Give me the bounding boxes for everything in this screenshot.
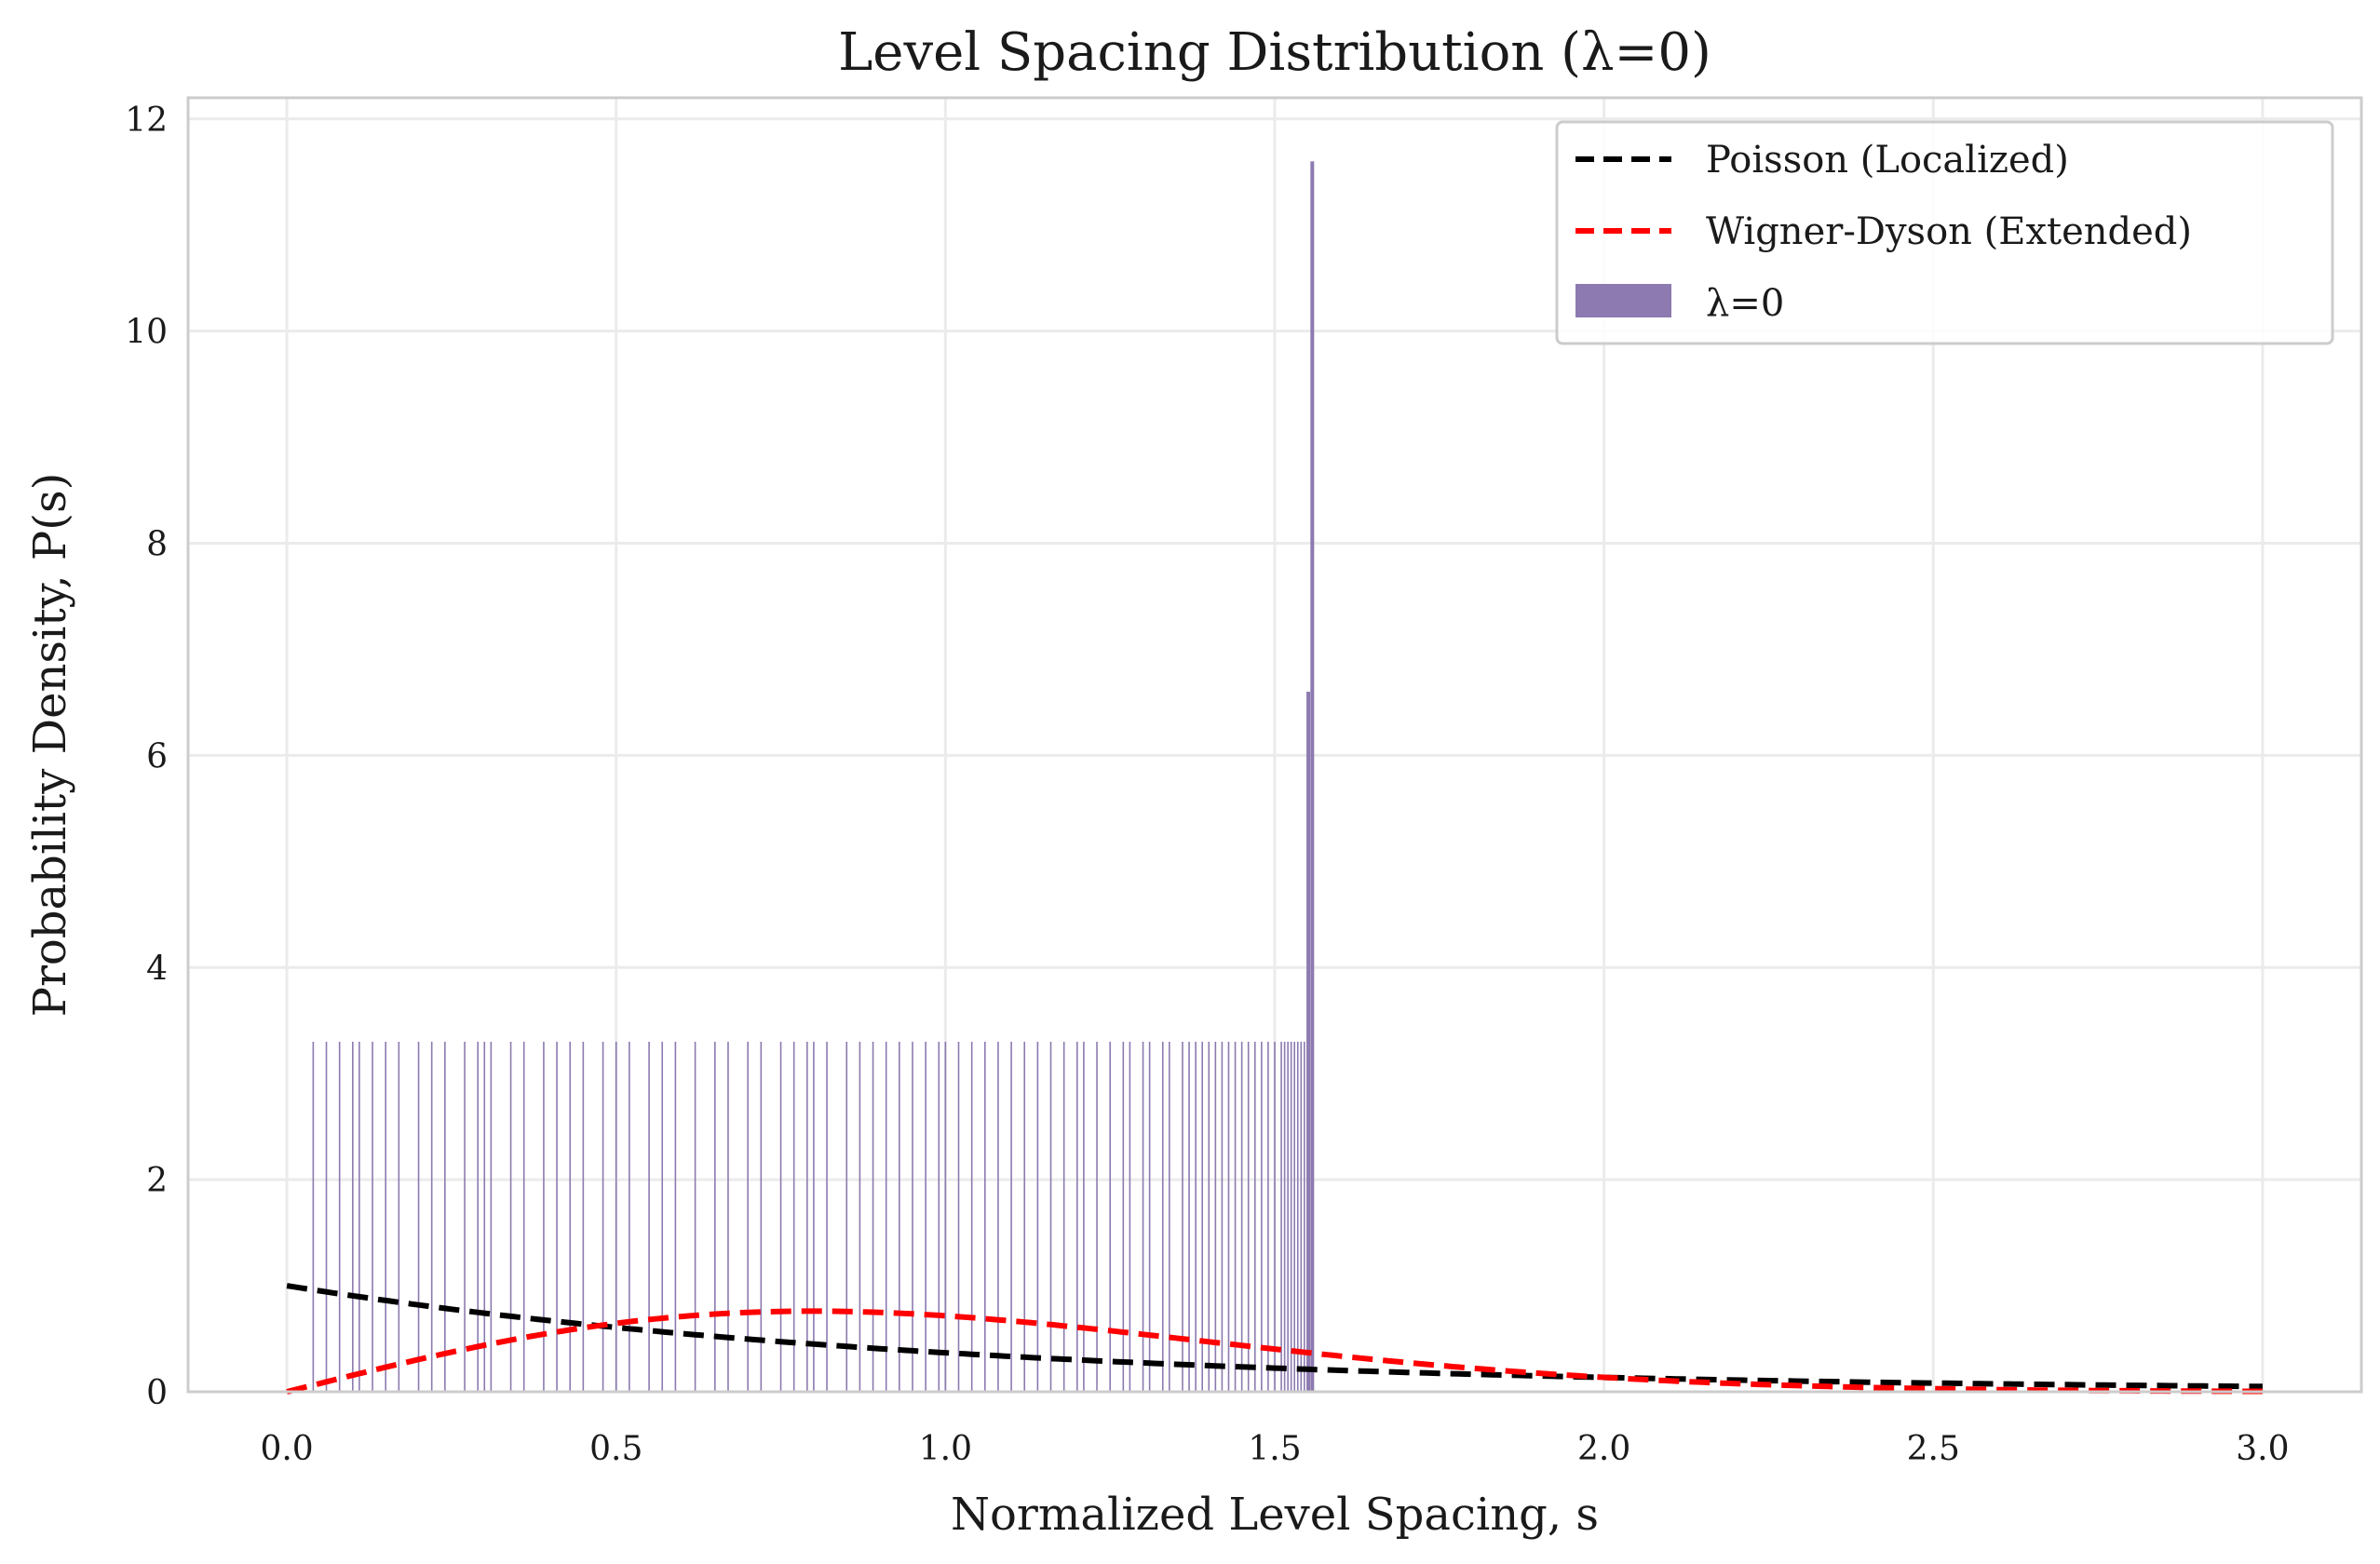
poisson-curve bbox=[286, 1283, 2263, 1390]
plot-frame bbox=[186, 96, 2363, 1394]
legend-label-wigner-dyson: Wigner-Dyson (Extended) bbox=[1706, 210, 2192, 253]
x-tick-label: 2.0 bbox=[1577, 1430, 1630, 1468]
reference-curves bbox=[286, 1283, 2263, 1395]
legend-label-poisson: Poisson (Localized) bbox=[1706, 139, 2069, 182]
legend-swatch-histogram bbox=[1575, 284, 1671, 317]
x-tick-label: 3.0 bbox=[2236, 1430, 2289, 1468]
legend-label-histogram: λ=0 bbox=[1706, 282, 1784, 325]
wigner-dyson-curve bbox=[286, 1308, 2263, 1395]
y-tick-label: 10 bbox=[125, 314, 168, 352]
x-axis-label: Normalized Level Spacing, s bbox=[951, 1489, 1599, 1541]
y-tick-label: 12 bbox=[125, 101, 168, 140]
histogram-spike bbox=[1306, 692, 1311, 1392]
y-axis-label: Probability Density, P(s) bbox=[24, 473, 76, 1018]
x-tick-label: 2.5 bbox=[1907, 1430, 1960, 1468]
y-tick-label: 8 bbox=[146, 526, 168, 564]
x-tick-label: 1.5 bbox=[1248, 1430, 1301, 1468]
y-tick-label: 0 bbox=[146, 1374, 168, 1412]
chart-title: Level Spacing Distribution (λ=0) bbox=[838, 22, 1711, 83]
y-tick-label: 4 bbox=[146, 950, 168, 988]
histogram-bars bbox=[312, 161, 1315, 1393]
legend: Poisson (Localized) Wigner-Dyson (Extend… bbox=[1555, 120, 2334, 345]
y-tick-label: 2 bbox=[146, 1162, 168, 1200]
x-tick-label: 0.0 bbox=[260, 1430, 313, 1468]
x-tick-label: 1.0 bbox=[919, 1430, 972, 1468]
legend-box bbox=[1555, 120, 2334, 345]
tick-labels: 0.0 0.5 1.0 1.5 2.0 2.5 3.0 0 2 4 6 8 10 12 bbox=[125, 101, 2289, 1468]
y-tick-label: 6 bbox=[146, 737, 168, 775]
histogram-spike bbox=[1310, 161, 1315, 1393]
x-tick-label: 0.5 bbox=[589, 1430, 642, 1468]
